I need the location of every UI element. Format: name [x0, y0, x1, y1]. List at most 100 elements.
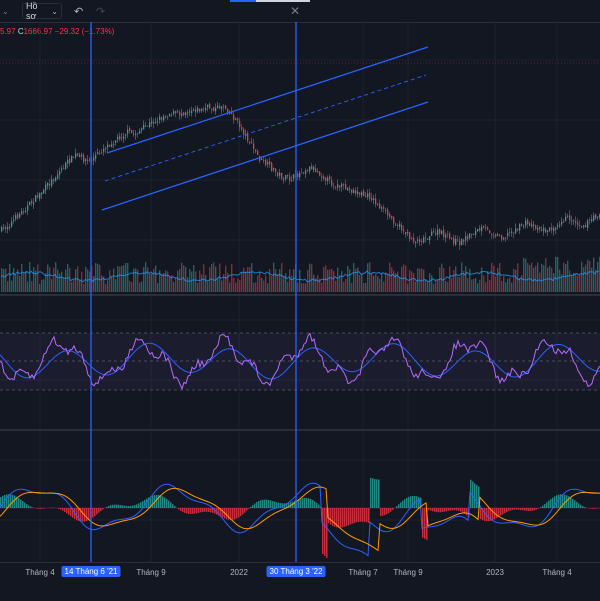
volume-bar	[361, 274, 362, 292]
macd-hist-bar	[548, 501, 550, 508]
macd-hist-bar	[198, 508, 200, 513]
candle-body	[355, 190, 356, 193]
macd-hist-bar	[170, 502, 172, 508]
volume-bar	[241, 272, 242, 292]
volume-bar	[285, 273, 286, 292]
macd-hist-bar	[200, 508, 202, 512]
volume-bar	[459, 277, 460, 292]
candle-body	[77, 153, 78, 155]
candle-body	[361, 192, 362, 195]
volume-bar	[429, 273, 430, 292]
volume-bar	[119, 267, 120, 292]
macd-hist-bar	[92, 508, 94, 518]
candle-body	[339, 185, 340, 187]
volume-bar	[345, 279, 346, 292]
volume-bar	[341, 271, 342, 292]
macd-hist-bar	[546, 502, 548, 508]
candle-body	[405, 232, 406, 234]
time-tick: Tháng 9	[136, 568, 165, 577]
volume-bar	[347, 266, 348, 292]
volume-bar	[205, 275, 206, 292]
candle-body	[153, 122, 154, 123]
candle-body	[377, 204, 378, 205]
candle-body	[341, 184, 342, 187]
candle-body	[3, 228, 4, 229]
macd-hist-bar	[116, 505, 118, 508]
volume-bar	[353, 263, 354, 292]
volume-bar	[489, 280, 490, 292]
candle-body	[365, 196, 366, 197]
macd-hist-bar	[476, 485, 478, 508]
candle-body	[5, 227, 6, 229]
candle-body	[433, 231, 434, 232]
volume-bar	[483, 275, 484, 292]
candle-body	[87, 160, 88, 161]
volume-bar	[543, 265, 544, 292]
volume-bar	[435, 280, 436, 292]
volume-bar	[277, 274, 278, 292]
macd-hist-bar	[20, 500, 22, 508]
macd-hist-bar	[312, 500, 314, 508]
macd-histogram	[0, 478, 600, 558]
candle-body	[349, 189, 350, 190]
macd-hist-bar	[590, 508, 592, 509]
candle-body	[367, 194, 368, 198]
volume-bar	[211, 264, 212, 292]
volume-bar	[65, 269, 66, 292]
macd-hist-bar	[524, 508, 526, 511]
macd-hist-bar	[60, 508, 62, 510]
candle-body	[321, 176, 322, 177]
candle-body	[479, 228, 480, 230]
volume-bar	[559, 270, 560, 292]
candle-body	[565, 217, 566, 221]
time-axis[interactable]: Tháng 4 14 Tháng 6 '21 Tháng 9 2022 30 T…	[0, 562, 600, 601]
macd-hist-bar	[582, 506, 584, 508]
volume-bar	[273, 263, 274, 292]
volume-bar	[467, 278, 468, 292]
candle-body	[175, 111, 176, 113]
macd-hist-bar	[444, 508, 446, 512]
candle-body	[95, 155, 96, 159]
macd-hist-bar	[26, 504, 28, 508]
volume-bar	[379, 279, 380, 292]
volume-bar	[309, 264, 310, 292]
volume-bar	[525, 259, 526, 292]
candle-body	[517, 229, 518, 231]
macd-hist-bar	[86, 508, 88, 521]
macd-hist-bar	[66, 508, 68, 513]
macd-hist-bar	[98, 508, 100, 513]
macd-hist-bar	[194, 508, 196, 514]
volume-bar	[479, 280, 480, 292]
candle-body	[71, 156, 72, 162]
candle-body	[293, 174, 294, 178]
candle-body	[453, 238, 454, 244]
candle-body	[539, 227, 540, 229]
candle-body	[43, 190, 44, 193]
time-tick: 2023	[486, 568, 504, 577]
candle-body	[143, 125, 144, 129]
candle-body	[465, 236, 466, 240]
macd-hist-bar	[438, 508, 440, 512]
candle-body	[111, 144, 112, 146]
chart-canvas[interactable]	[0, 0, 600, 562]
candle-body	[447, 234, 448, 235]
volume-bar	[393, 270, 394, 292]
candle-body	[531, 223, 532, 226]
candle-body	[99, 153, 100, 154]
candle-body	[563, 221, 564, 222]
volume-bar	[409, 270, 410, 292]
macd-hist-bar	[460, 508, 462, 512]
candle-body	[583, 226, 584, 227]
volume-bar	[571, 275, 572, 292]
candle-body	[119, 136, 120, 140]
volume-bar	[321, 282, 322, 292]
time-tick-highlighted: 30 Tháng 3 '22	[267, 566, 326, 577]
macd-hist-bar	[164, 498, 166, 508]
macd-hist-bar	[516, 508, 518, 510]
volume-bar	[207, 282, 208, 292]
volume-bar	[581, 262, 582, 292]
macd-hist-bar	[204, 508, 206, 512]
candle-body	[499, 235, 500, 236]
candle-body	[455, 239, 456, 245]
volume-bar	[541, 264, 542, 292]
